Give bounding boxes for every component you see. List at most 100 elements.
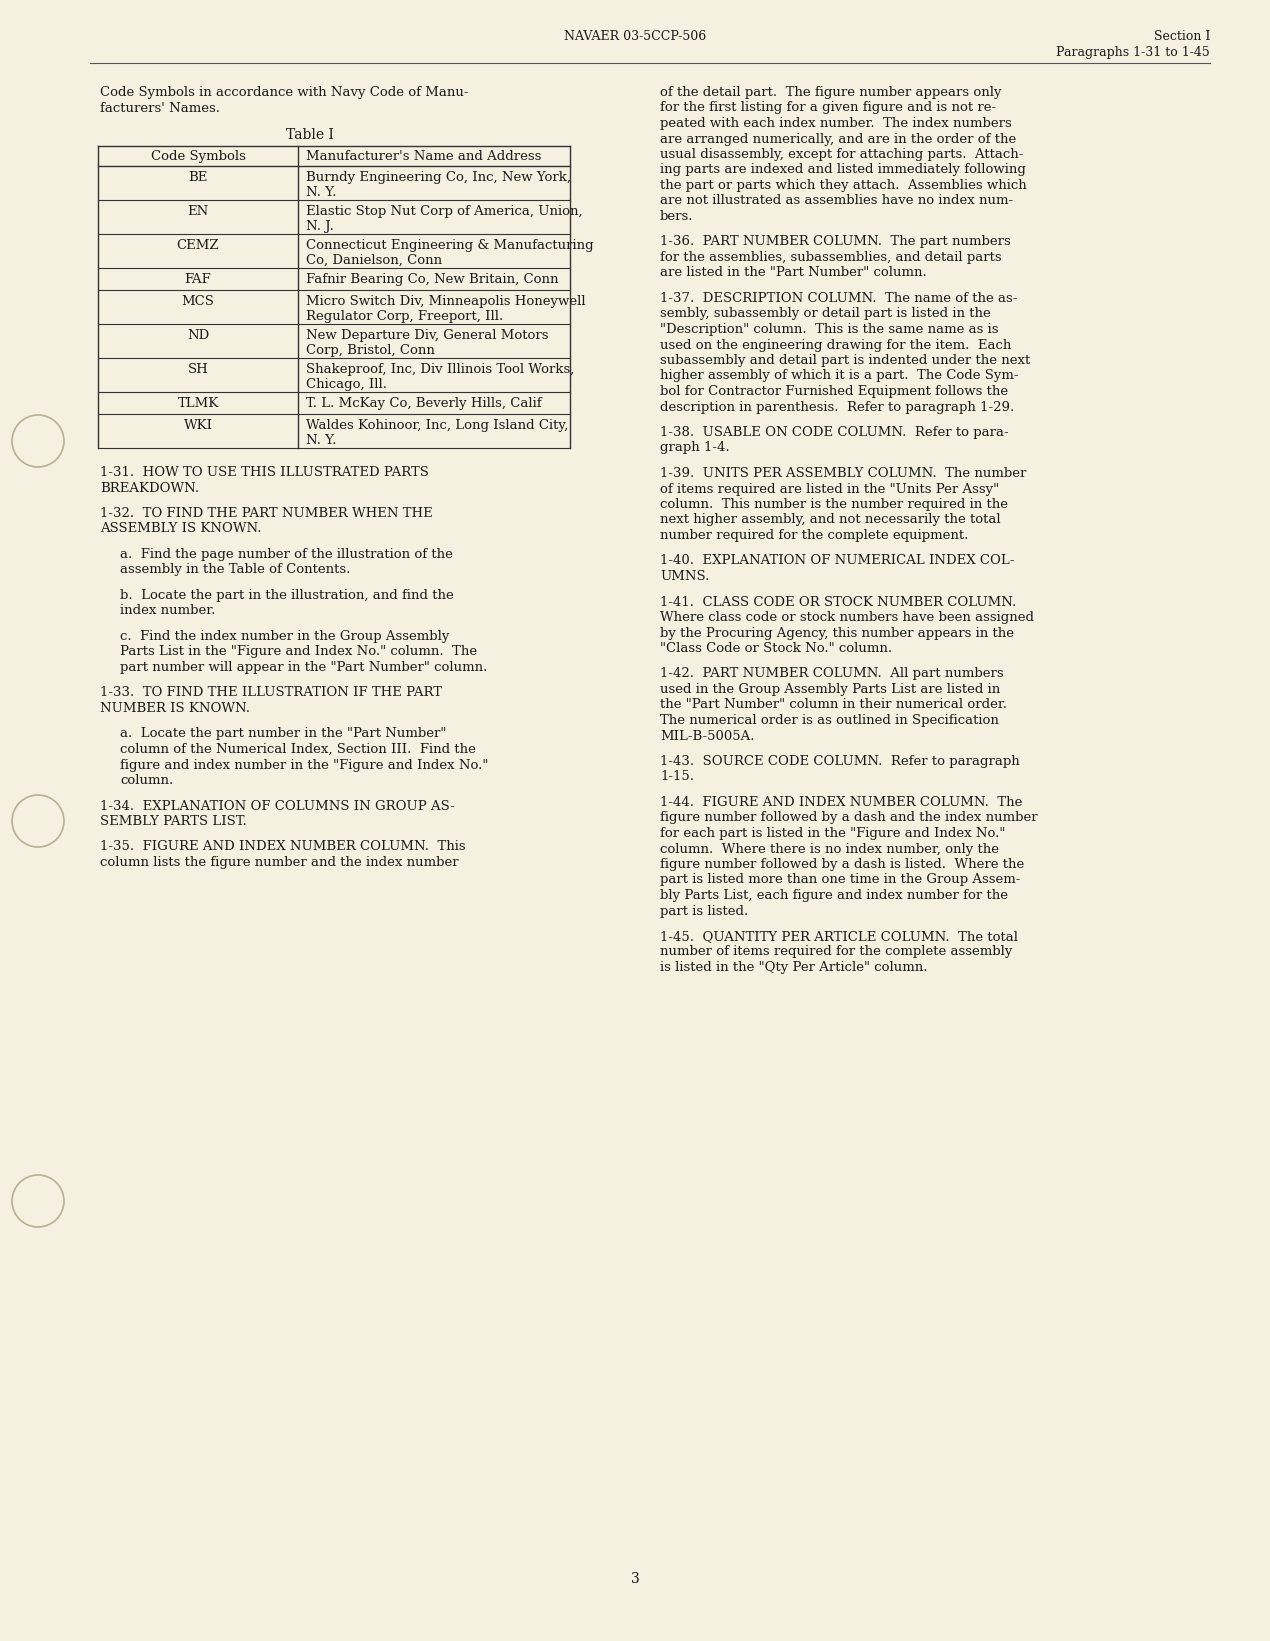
Text: next higher assembly, and not necessarily the total: next higher assembly, and not necessaril… — [660, 514, 1001, 527]
Text: for the assemblies, subassemblies, and detail parts: for the assemblies, subassemblies, and d… — [660, 251, 1002, 264]
Text: Section I: Section I — [1153, 30, 1210, 43]
Text: figure and index number in the "Figure and Index No.": figure and index number in the "Figure a… — [119, 758, 489, 771]
Text: bers.: bers. — [660, 210, 693, 223]
Text: 1-34.  EXPLANATION OF COLUMNS IN GROUP AS-: 1-34. EXPLANATION OF COLUMNS IN GROUP AS… — [100, 799, 455, 812]
Text: higher assembly of which it is a part.  The Code Sym-: higher assembly of which it is a part. T… — [660, 369, 1019, 382]
Text: Manufacturer's Name and Address: Manufacturer's Name and Address — [306, 149, 541, 162]
Text: The numerical order is as outlined in Specification: The numerical order is as outlined in Sp… — [660, 714, 999, 727]
Text: 1-40.  EXPLANATION OF NUMERICAL INDEX COL-: 1-40. EXPLANATION OF NUMERICAL INDEX COL… — [660, 555, 1015, 568]
Circle shape — [11, 415, 64, 468]
Text: 1-39.  UNITS PER ASSEMBLY COLUMN.  The number: 1-39. UNITS PER ASSEMBLY COLUMN. The num… — [660, 468, 1026, 481]
Text: 1-35.  FIGURE AND INDEX NUMBER COLUMN.  This: 1-35. FIGURE AND INDEX NUMBER COLUMN. Th… — [100, 840, 466, 853]
Text: Where class code or stock numbers have been assigned: Where class code or stock numbers have b… — [660, 610, 1034, 624]
Text: 1-38.  USABLE ON CODE COLUMN.  Refer to para-: 1-38. USABLE ON CODE COLUMN. Refer to pa… — [660, 427, 1008, 440]
Text: graph 1-4.: graph 1-4. — [660, 441, 730, 455]
Text: Co, Danielson, Conn: Co, Danielson, Conn — [306, 254, 442, 267]
Text: for the first listing for a given figure and is not re-: for the first listing for a given figure… — [660, 102, 996, 115]
Text: the part or parts which they attach.  Assemblies which: the part or parts which they attach. Ass… — [660, 179, 1026, 192]
Text: FAF: FAF — [184, 272, 211, 286]
Text: Table I: Table I — [286, 128, 334, 143]
Text: figure number followed by a dash and the index number: figure number followed by a dash and the… — [660, 812, 1038, 824]
Text: 1-45.  QUANTITY PER ARTICLE COLUMN.  The total: 1-45. QUANTITY PER ARTICLE COLUMN. The t… — [660, 930, 1019, 944]
Text: Paragraphs 1-31 to 1-45: Paragraphs 1-31 to 1-45 — [1057, 46, 1210, 59]
Text: of the detail part.  The figure number appears only: of the detail part. The figure number ap… — [660, 85, 1002, 98]
Text: NAVAER 03-5CCP-506: NAVAER 03-5CCP-506 — [564, 30, 706, 43]
Text: number of items required for the complete assembly: number of items required for the complet… — [660, 945, 1012, 958]
Text: used on the engineering drawing for the item.  Each: used on the engineering drawing for the … — [660, 338, 1011, 351]
Text: part number will appear in the "Part Number" column.: part number will appear in the "Part Num… — [119, 661, 488, 674]
Text: of items required are listed in the "Units Per Assy": of items required are listed in the "Uni… — [660, 482, 999, 496]
Text: index number.: index number. — [119, 604, 216, 617]
Text: is listed in the "Qty Per Article" column.: is listed in the "Qty Per Article" colum… — [660, 962, 927, 975]
Text: the "Part Number" column in their numerical order.: the "Part Number" column in their numeri… — [660, 699, 1007, 712]
Text: MIL-B-5005A.: MIL-B-5005A. — [660, 730, 754, 742]
Text: 1-43.  SOURCE CODE COLUMN.  Refer to paragraph: 1-43. SOURCE CODE COLUMN. Refer to parag… — [660, 755, 1020, 768]
Text: Code Symbols in accordance with Navy Code of Manu-: Code Symbols in accordance with Navy Cod… — [100, 85, 469, 98]
Text: a.  Find the page number of the illustration of the: a. Find the page number of the illustrat… — [119, 548, 453, 561]
Text: "Description" column.  This is the same name as is: "Description" column. This is the same n… — [660, 323, 998, 336]
Text: bly Parts List, each figure and index number for the: bly Parts List, each figure and index nu… — [660, 889, 1008, 903]
Text: 1-36.  PART NUMBER COLUMN.  The part numbers: 1-36. PART NUMBER COLUMN. The part numbe… — [660, 236, 1011, 248]
Text: N. J.: N. J. — [306, 220, 334, 233]
Text: "Class Code or Stock No." column.: "Class Code or Stock No." column. — [660, 642, 892, 655]
Text: Connecticut Engineering & Manufacturing: Connecticut Engineering & Manufacturing — [306, 240, 593, 253]
Text: WKI: WKI — [183, 418, 212, 432]
Text: BE: BE — [188, 171, 208, 184]
Text: 1-31.  HOW TO USE THIS ILLUSTRATED PARTS: 1-31. HOW TO USE THIS ILLUSTRATED PARTS — [100, 466, 429, 479]
Text: ing parts are indexed and listed immediately following: ing parts are indexed and listed immedia… — [660, 164, 1026, 177]
Text: column lists the figure number and the index number: column lists the figure number and the i… — [100, 857, 458, 870]
Text: facturers' Names.: facturers' Names. — [100, 102, 220, 115]
Text: part is listed more than one time in the Group Assem-: part is listed more than one time in the… — [660, 873, 1020, 886]
Text: NUMBER IS KNOWN.: NUMBER IS KNOWN. — [100, 702, 250, 715]
Text: used in the Group Assembly Parts List are listed in: used in the Group Assembly Parts List ar… — [660, 683, 1001, 696]
Text: BREAKDOWN.: BREAKDOWN. — [100, 481, 199, 494]
Text: description in parenthesis.  Refer to paragraph 1-29.: description in parenthesis. Refer to par… — [660, 400, 1015, 414]
Text: ND: ND — [187, 328, 210, 341]
Text: Burndy Engineering Co, Inc, New York,: Burndy Engineering Co, Inc, New York, — [306, 171, 572, 184]
Circle shape — [11, 1175, 64, 1227]
Text: for each part is listed in the "Figure and Index No.": for each part is listed in the "Figure a… — [660, 827, 1006, 840]
Text: are listed in the "Part Number" column.: are listed in the "Part Number" column. — [660, 266, 927, 279]
Text: bol for Contractor Furnished Equipment follows the: bol for Contractor Furnished Equipment f… — [660, 386, 1008, 399]
Text: number required for the complete equipment.: number required for the complete equipme… — [660, 528, 968, 542]
Text: 1-41.  CLASS CODE OR STOCK NUMBER COLUMN.: 1-41. CLASS CODE OR STOCK NUMBER COLUMN. — [660, 596, 1016, 609]
Text: T. L. McKay Co, Beverly Hills, Calif: T. L. McKay Co, Beverly Hills, Calif — [306, 397, 541, 410]
Text: TLMK: TLMK — [178, 397, 218, 410]
Text: Fafnir Bearing Co, New Britain, Conn: Fafnir Bearing Co, New Britain, Conn — [306, 272, 559, 286]
Text: Micro Switch Div, Minneapolis Honeywell: Micro Switch Div, Minneapolis Honeywell — [306, 295, 585, 309]
Text: a.  Locate the part number in the "Part Number": a. Locate the part number in the "Part N… — [119, 727, 446, 740]
Text: SEMBLY PARTS LIST.: SEMBLY PARTS LIST. — [100, 816, 246, 829]
Text: peated with each index number.  The index numbers: peated with each index number. The index… — [660, 117, 1012, 130]
Text: 1-15.: 1-15. — [660, 771, 693, 783]
Text: Shakeproof, Inc, Div Illinois Tool Works,: Shakeproof, Inc, Div Illinois Tool Works… — [306, 363, 574, 376]
Text: EN: EN — [188, 205, 208, 218]
Text: 3: 3 — [631, 1572, 639, 1585]
Text: assembly in the Table of Contents.: assembly in the Table of Contents. — [119, 563, 351, 576]
Text: Code Symbols: Code Symbols — [151, 149, 245, 162]
Text: are arranged numerically, and are in the order of the: are arranged numerically, and are in the… — [660, 133, 1016, 146]
Text: 1-33.  TO FIND THE ILLUSTRATION IF THE PART: 1-33. TO FIND THE ILLUSTRATION IF THE PA… — [100, 686, 442, 699]
Text: usual disassembly, except for attaching parts.  Attach-: usual disassembly, except for attaching … — [660, 148, 1024, 161]
Text: 1-32.  TO FIND THE PART NUMBER WHEN THE: 1-32. TO FIND THE PART NUMBER WHEN THE — [100, 507, 433, 520]
Text: are not illustrated as assemblies have no index num-: are not illustrated as assemblies have n… — [660, 195, 1013, 207]
Text: figure number followed by a dash is listed.  Where the: figure number followed by a dash is list… — [660, 858, 1024, 871]
Text: MCS: MCS — [182, 295, 215, 309]
Text: N. Y.: N. Y. — [306, 433, 337, 446]
Text: Waldes Kohinoor, Inc, Long Island City,: Waldes Kohinoor, Inc, Long Island City, — [306, 418, 568, 432]
Text: Chicago, Ill.: Chicago, Ill. — [306, 377, 387, 391]
Text: 1-44.  FIGURE AND INDEX NUMBER COLUMN.  The: 1-44. FIGURE AND INDEX NUMBER COLUMN. Th… — [660, 796, 1022, 809]
Text: New Departure Div, General Motors: New Departure Div, General Motors — [306, 328, 549, 341]
Text: column.  This number is the number required in the: column. This number is the number requir… — [660, 497, 1008, 510]
Text: SH: SH — [188, 363, 208, 376]
Text: c.  Find the index number in the Group Assembly: c. Find the index number in the Group As… — [119, 630, 450, 643]
Text: Regulator Corp, Freeport, Ill.: Regulator Corp, Freeport, Ill. — [306, 310, 503, 323]
Text: column.  Where there is no index number, only the: column. Where there is no index number, … — [660, 842, 999, 855]
Text: sembly, subassembly or detail part is listed in the: sembly, subassembly or detail part is li… — [660, 307, 991, 320]
Text: Corp, Bristol, Conn: Corp, Bristol, Conn — [306, 345, 434, 358]
Text: UMNS.: UMNS. — [660, 569, 710, 583]
Circle shape — [11, 794, 64, 847]
Text: column of the Numerical Index, Section III.  Find the: column of the Numerical Index, Section I… — [119, 743, 476, 757]
Text: subassembly and detail part is indented under the next: subassembly and detail part is indented … — [660, 354, 1030, 368]
Text: ASSEMBLY IS KNOWN.: ASSEMBLY IS KNOWN. — [100, 522, 262, 535]
Text: 1-42.  PART NUMBER COLUMN.  All part numbers: 1-42. PART NUMBER COLUMN. All part numbe… — [660, 668, 1003, 681]
